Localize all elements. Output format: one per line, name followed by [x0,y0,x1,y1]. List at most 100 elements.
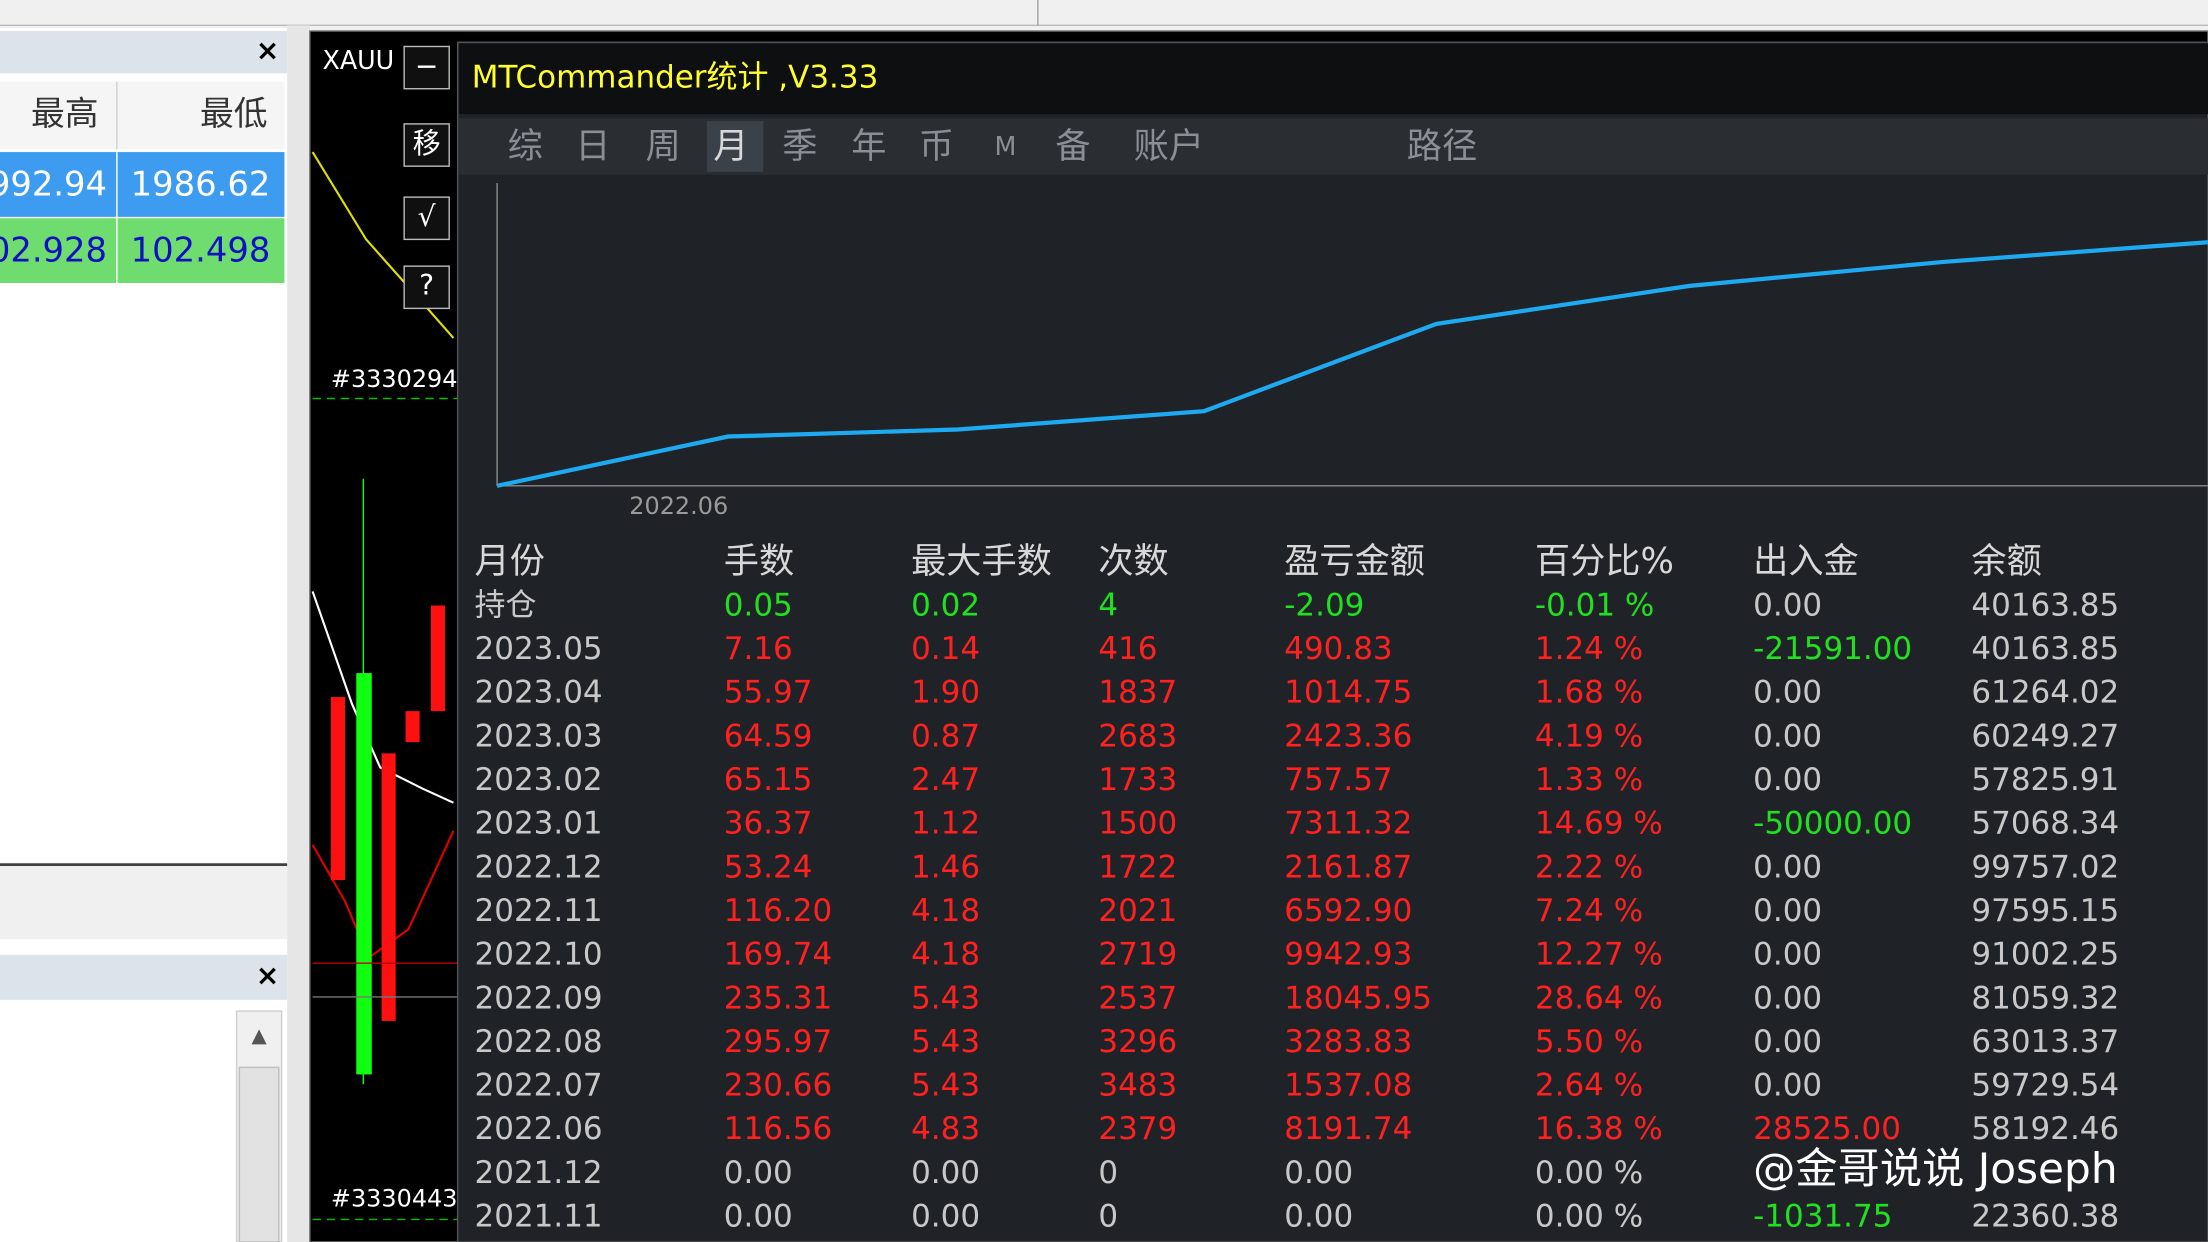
table-cell: 40163.85 [1971,631,2119,667]
table-cell: 0.00 [911,1155,980,1191]
tool-button[interactable] [403,196,450,241]
table-cell: 235.31 [724,980,832,1016]
tool-button-label[interactable]: − [415,50,439,83]
table-cell: 295.97 [724,1024,832,1060]
table-cell: 6592.90 [1284,893,1412,929]
table-cell: 57068.34 [1971,806,2119,842]
scroll-thumb[interactable] [238,1066,280,1242]
table-cell: 58192.46 [1971,1111,2119,1147]
row-label: 2022.09 [475,980,603,1016]
table-cell: 7.16 [724,631,793,667]
quote-cell: 102.498 [131,231,271,270]
tab[interactable]: 年 [851,126,886,167]
table-cell: 7311.32 [1284,806,1412,842]
separator-area [0,866,288,940]
table-cell: 16.38 % [1535,1111,1663,1147]
table-cell: 0.00 [1284,1199,1353,1235]
table-cell: 2537 [1098,980,1177,1016]
table-cell: 57825.91 [1971,762,2119,798]
tab[interactable]: 月 [713,126,748,167]
tab[interactable]: 账户 [1134,126,1204,167]
close-button[interactable]: × [256,959,280,992]
indicator-line [311,591,454,804]
table-cell: 53.24 [724,849,813,885]
table-cell: 0.00 [911,1199,980,1235]
panel-header [0,954,288,1000]
table-cell: 97595.15 [1971,893,2119,929]
table-cell: 1722 [1098,849,1177,885]
table-cell: -21591.00 [1753,631,1912,667]
column-header: 月份 [475,541,545,582]
table-cell: 9942.93 [1284,937,1412,973]
column-header: 盈亏金额 [1284,541,1425,582]
panel-title: MTCommander统计 ,V3.33 [472,59,879,95]
table-cell: 0.00 [1753,1068,1822,1104]
tool-button-label[interactable]: √ [418,200,436,233]
quote-cell: 992.94 [0,164,107,203]
tab[interactable]: 季 [782,126,817,167]
table-cell: 1014.75 [1284,675,1412,711]
table-cell: 2423.36 [1284,718,1412,754]
toolbar [0,0,2208,26]
tab[interactable]: 备 [1055,126,1090,167]
table-cell: 3283.83 [1284,1024,1412,1060]
candles [311,151,458,1221]
tool-button[interactable] [403,45,450,90]
quote-cell: 1986.62 [131,164,271,203]
scroll-up[interactable]: ▲ [252,1024,268,1047]
table-cell: 1500 [1098,806,1177,842]
table-cell: 99757.02 [1971,849,2119,885]
table-cell: 5.43 [911,1068,980,1104]
table-cell: 65.15 [724,762,813,798]
table-cell: 5.43 [911,980,980,1016]
table-cell: 230.66 [724,1068,832,1104]
tab[interactable]: 周 [646,126,681,167]
table-cell: 91002.25 [1971,937,2119,973]
table-cell: 36.37 [724,806,813,842]
tab-active[interactable] [706,121,764,172]
close-button[interactable]: × [256,34,280,67]
table-cell: 14.69 % [1535,806,1663,842]
table-cell: 0.02 [911,587,980,623]
table-cell: 0.00 [1753,1024,1822,1060]
table-cell: 1.90 [911,675,980,711]
table-cell: 1537.08 [1284,1068,1412,1104]
tool-button[interactable] [403,265,450,310]
tab[interactable]: 路径 [1407,126,1477,167]
table-cell: 4 [1098,587,1118,623]
row-label: 2023.04 [475,675,603,711]
table-cell: 4.18 [911,937,980,973]
table-cell: 757.57 [1284,762,1392,798]
row-label: 2023.03 [475,718,603,754]
table-cell: 2719 [1098,937,1177,973]
tab[interactable]: 综 [508,126,543,167]
tab[interactable]: 币 [919,126,954,167]
table-cell: 28.64 % [1535,980,1663,1016]
table-cell: 0.00 [1753,893,1822,929]
table-cell: -0.01 % [1535,587,1654,623]
panel-header [0,30,288,74]
row-label: 2022.10 [475,937,603,973]
tabs: 综日周月季年币 M 备 账户 路径 [508,121,1477,172]
tool-button-label[interactable]: 移 [413,127,441,160]
table-cell: 1.33 % [1535,762,1643,798]
table-cell: 1733 [1098,762,1177,798]
equity-curve [496,240,2208,488]
row-label: 2022.06 [475,1111,603,1147]
table-cell: 22360.38 [1971,1199,2119,1235]
tool-button-label[interactable]: ? [419,269,434,302]
tab[interactable]: M [994,131,1016,161]
table-cell: 0.00 [1753,849,1822,885]
quote-row [0,152,285,217]
table-cell: 0.00 [1753,587,1822,623]
row-label: 2022.11 [475,893,603,929]
table-cell: 0.14 [911,631,980,667]
tool-button[interactable] [403,123,450,167]
tab[interactable]: 日 [575,126,610,167]
table-cell: 40163.85 [1971,587,2119,623]
table-cell: 116.20 [724,893,832,929]
table-cell: -50000.00 [1753,806,1912,842]
table-cell: 0 [1098,1199,1118,1235]
table-cell: 8191.74 [1284,1111,1412,1147]
table-cell: 2.64 % [1535,1068,1643,1104]
